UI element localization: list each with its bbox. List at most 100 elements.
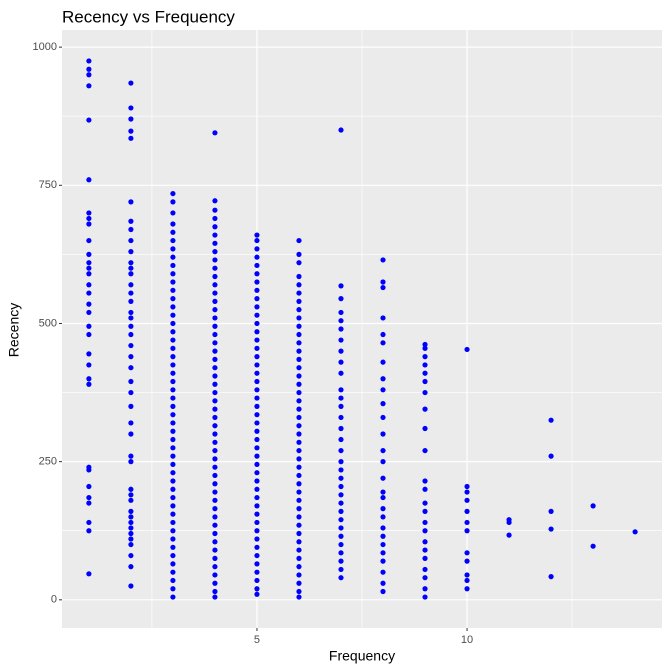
point <box>170 337 176 343</box>
point <box>128 403 134 409</box>
point <box>338 337 344 343</box>
point <box>86 117 92 123</box>
point <box>170 199 176 205</box>
point <box>212 439 218 445</box>
point <box>212 414 218 421</box>
point <box>254 420 260 426</box>
point <box>212 506 218 512</box>
point <box>212 564 218 570</box>
point <box>128 342 134 349</box>
point <box>128 331 134 338</box>
point <box>338 575 344 581</box>
point <box>422 406 428 412</box>
point <box>296 456 302 462</box>
point <box>422 519 428 526</box>
point <box>422 345 428 351</box>
point <box>170 453 176 459</box>
point <box>464 519 470 526</box>
point <box>296 323 302 329</box>
point <box>128 282 134 288</box>
point <box>464 558 470 564</box>
point <box>86 362 92 368</box>
point <box>254 304 260 310</box>
point <box>338 558 344 564</box>
point <box>422 478 428 484</box>
point <box>212 489 218 495</box>
point <box>86 381 92 387</box>
y-tick-label: 0 <box>51 594 57 606</box>
point <box>170 511 176 517</box>
point <box>128 105 134 111</box>
point <box>338 348 344 354</box>
point <box>86 519 92 526</box>
point <box>380 447 386 454</box>
point <box>128 514 134 520</box>
point <box>212 249 218 255</box>
point <box>212 373 218 379</box>
point <box>296 298 302 304</box>
point <box>212 348 218 354</box>
point <box>422 547 428 553</box>
point <box>296 481 302 487</box>
point <box>548 574 554 580</box>
point <box>254 503 260 509</box>
point <box>254 345 260 351</box>
point <box>254 544 260 550</box>
point <box>128 116 134 122</box>
point <box>422 539 428 545</box>
point <box>422 378 428 385</box>
point <box>296 340 302 346</box>
point <box>128 265 134 271</box>
point <box>590 543 596 549</box>
point <box>422 575 428 581</box>
point <box>338 525 344 531</box>
point <box>170 229 176 235</box>
point <box>380 494 386 501</box>
point <box>506 532 512 538</box>
point <box>212 572 218 578</box>
point <box>254 296 260 302</box>
point <box>128 564 134 570</box>
point <box>212 232 218 238</box>
point <box>380 580 386 586</box>
point <box>170 519 176 526</box>
point <box>296 555 302 561</box>
point <box>464 577 470 584</box>
point <box>422 594 428 600</box>
point <box>128 389 134 396</box>
point <box>338 318 344 324</box>
point <box>128 354 134 360</box>
point <box>170 287 176 293</box>
point <box>128 315 134 321</box>
point <box>338 533 344 539</box>
point <box>170 544 176 550</box>
point <box>380 331 386 338</box>
point <box>338 403 344 409</box>
point <box>86 271 92 277</box>
point <box>86 571 92 577</box>
point <box>464 483 470 490</box>
point <box>170 354 176 360</box>
point <box>128 249 134 255</box>
point <box>296 514 302 520</box>
point <box>170 445 176 451</box>
point <box>212 273 218 280</box>
point <box>170 403 176 409</box>
point <box>170 569 176 575</box>
point <box>296 373 302 379</box>
point <box>380 475 386 481</box>
point <box>170 246 176 252</box>
point <box>170 461 176 468</box>
point <box>380 431 386 437</box>
point <box>170 536 176 542</box>
point <box>380 376 386 382</box>
point <box>170 420 176 426</box>
point <box>254 337 260 343</box>
point <box>170 470 176 476</box>
point <box>170 552 176 559</box>
point <box>296 356 302 362</box>
point <box>128 530 134 537</box>
point <box>380 414 386 421</box>
point <box>254 378 260 385</box>
